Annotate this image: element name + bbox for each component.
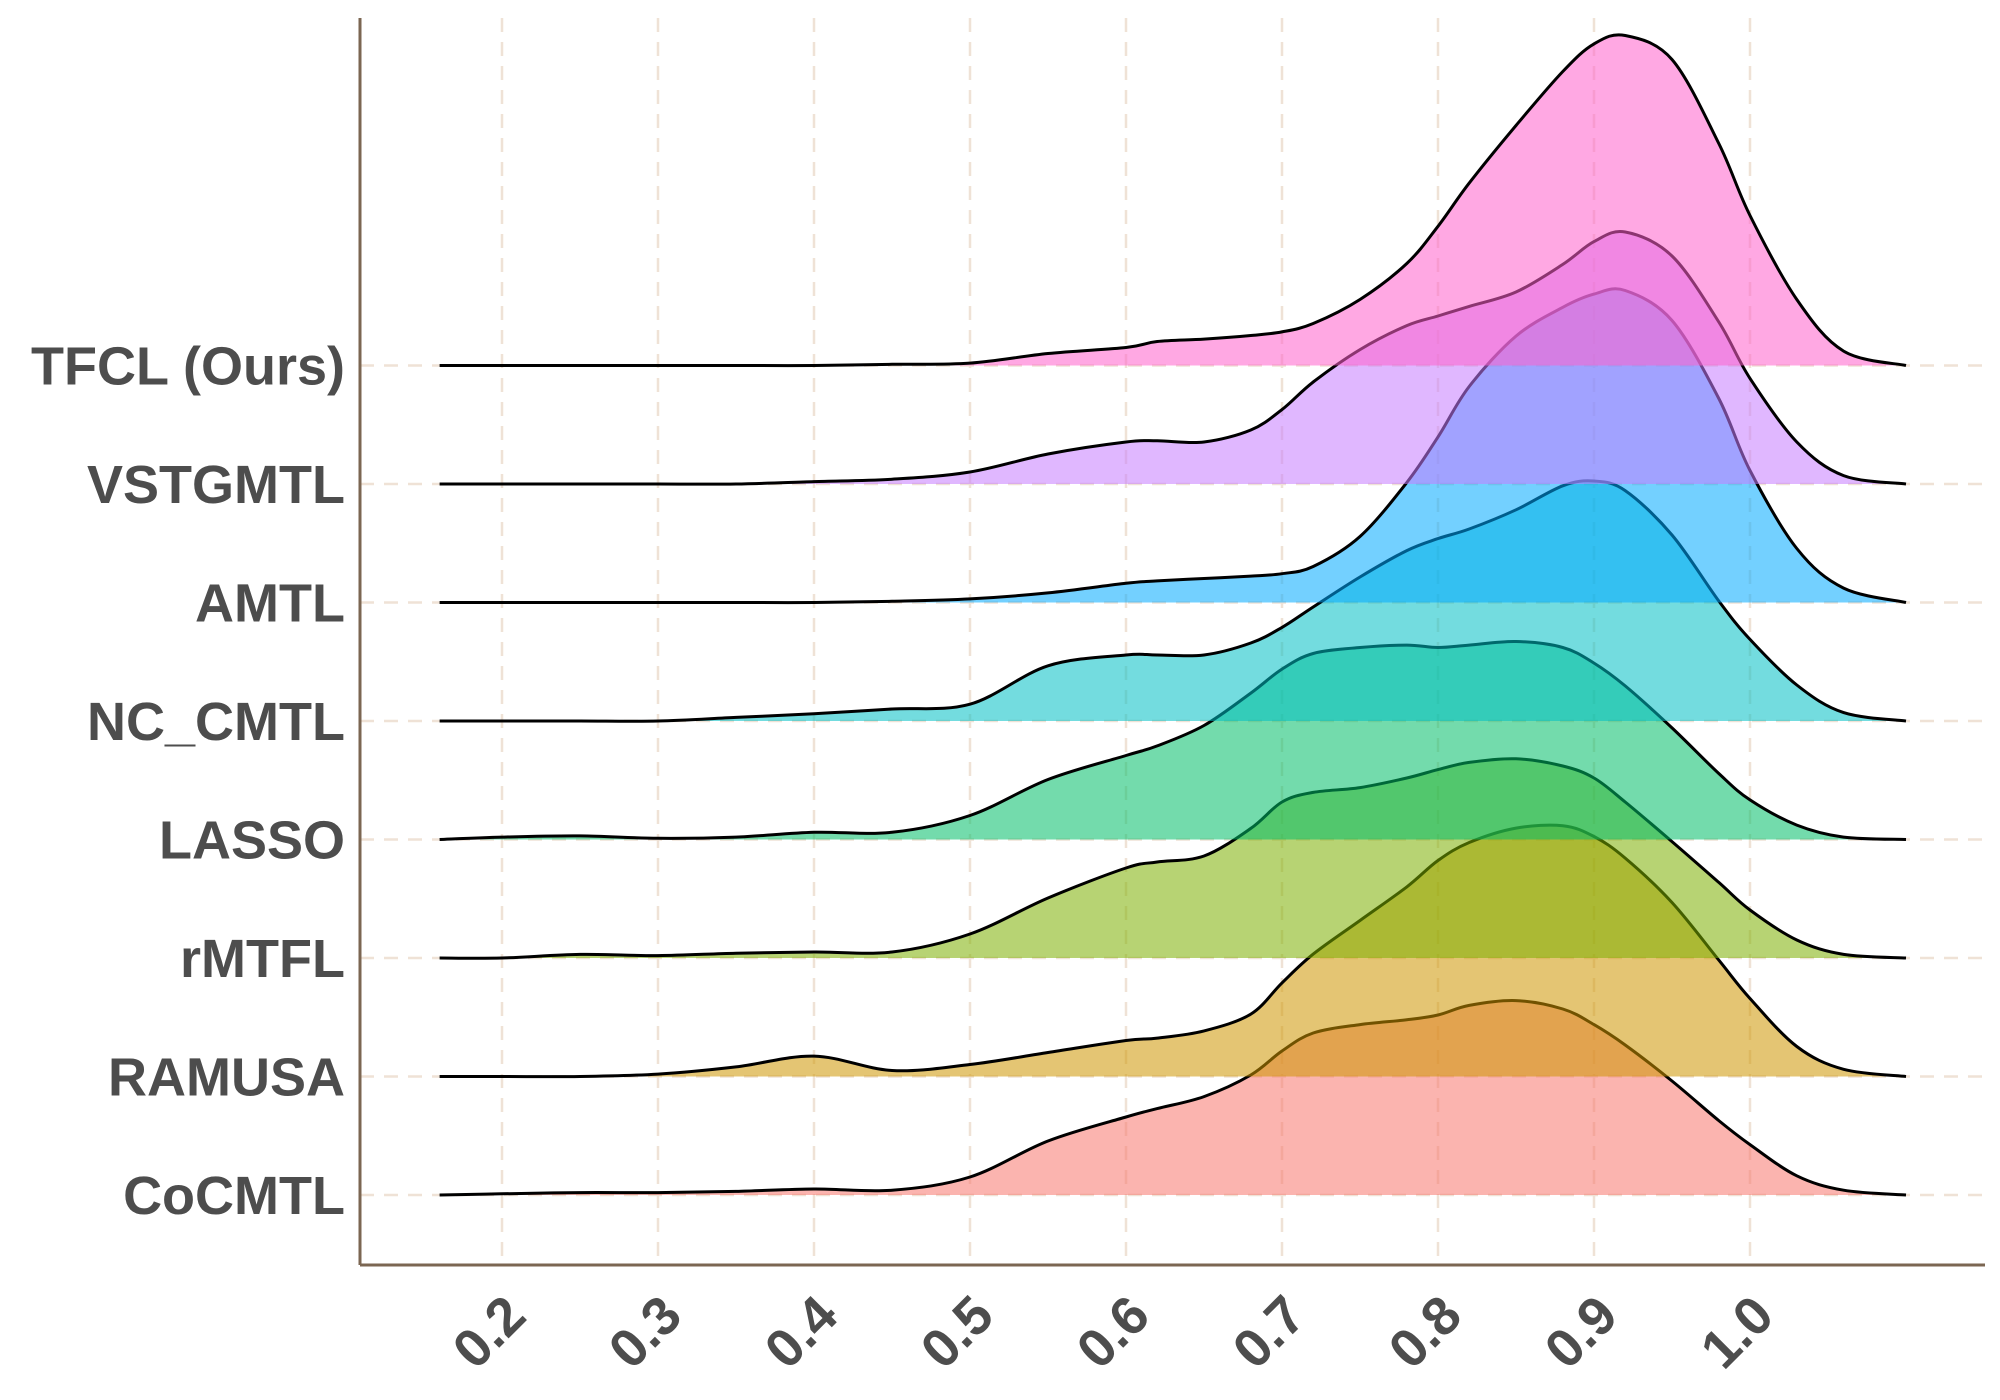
y-tick-label-lasso: LASSO (159, 811, 345, 871)
x-tick-label-0.5: 0.5 (910, 1285, 1006, 1381)
y-tick-label-amtl: AMTL (195, 574, 345, 634)
x-tick-label-0.7: 0.7 (1222, 1285, 1318, 1381)
x-tick-label-0.4: 0.4 (754, 1285, 850, 1381)
x-tick-label-0.9: 0.9 (1534, 1285, 1630, 1381)
y-tick-label-cocmtl: CoCMTL (123, 1166, 345, 1226)
y-tick-label-nc-cmtl: NC_CMTL (87, 692, 345, 752)
ridges-layer (439, 33, 1907, 1197)
ridge-fill-tfcl-ours (439, 34, 1907, 366)
x-tick-label-1.0: 1.0 (1690, 1285, 1786, 1381)
x-tick-label-0.8: 0.8 (1378, 1285, 1474, 1381)
axis-layer (358, 18, 1985, 1267)
y-tick-label-tfcl-ours: TFCL (Ours) (31, 337, 345, 397)
x-tick-label-0.6: 0.6 (1066, 1285, 1162, 1381)
y-tick-label-ramusa: RAMUSA (108, 1048, 345, 1108)
y-tick-label-rmtfl: rMTFL (180, 929, 345, 989)
ridge-outline-tfcl-ours (439, 33, 1907, 368)
x-tick-label-0.2: 0.2 (442, 1285, 538, 1381)
y-tick-label-vstgmtl: VSTGMTL (87, 455, 345, 515)
x-tick-label-0.3: 0.3 (598, 1285, 694, 1381)
